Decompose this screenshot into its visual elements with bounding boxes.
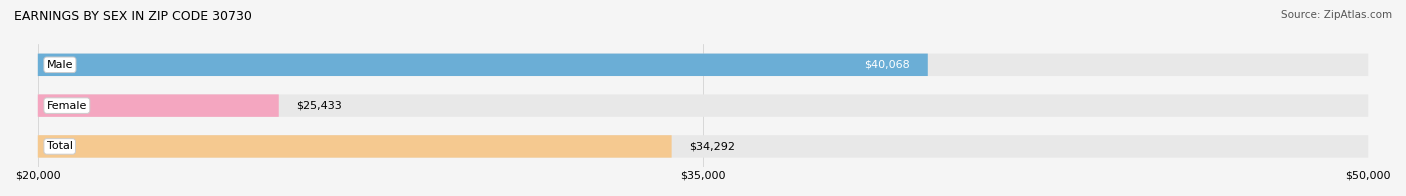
FancyBboxPatch shape xyxy=(38,135,672,158)
Text: $34,292: $34,292 xyxy=(689,142,735,152)
FancyBboxPatch shape xyxy=(38,54,1368,76)
FancyBboxPatch shape xyxy=(38,54,928,76)
Text: Source: ZipAtlas.com: Source: ZipAtlas.com xyxy=(1281,10,1392,20)
Text: EARNINGS BY SEX IN ZIP CODE 30730: EARNINGS BY SEX IN ZIP CODE 30730 xyxy=(14,10,252,23)
FancyBboxPatch shape xyxy=(38,94,278,117)
Text: Total: Total xyxy=(46,142,73,152)
Text: Male: Male xyxy=(46,60,73,70)
Text: Female: Female xyxy=(46,101,87,111)
Text: $25,433: $25,433 xyxy=(297,101,342,111)
Text: $40,068: $40,068 xyxy=(865,60,910,70)
FancyBboxPatch shape xyxy=(38,135,1368,158)
FancyBboxPatch shape xyxy=(38,94,1368,117)
